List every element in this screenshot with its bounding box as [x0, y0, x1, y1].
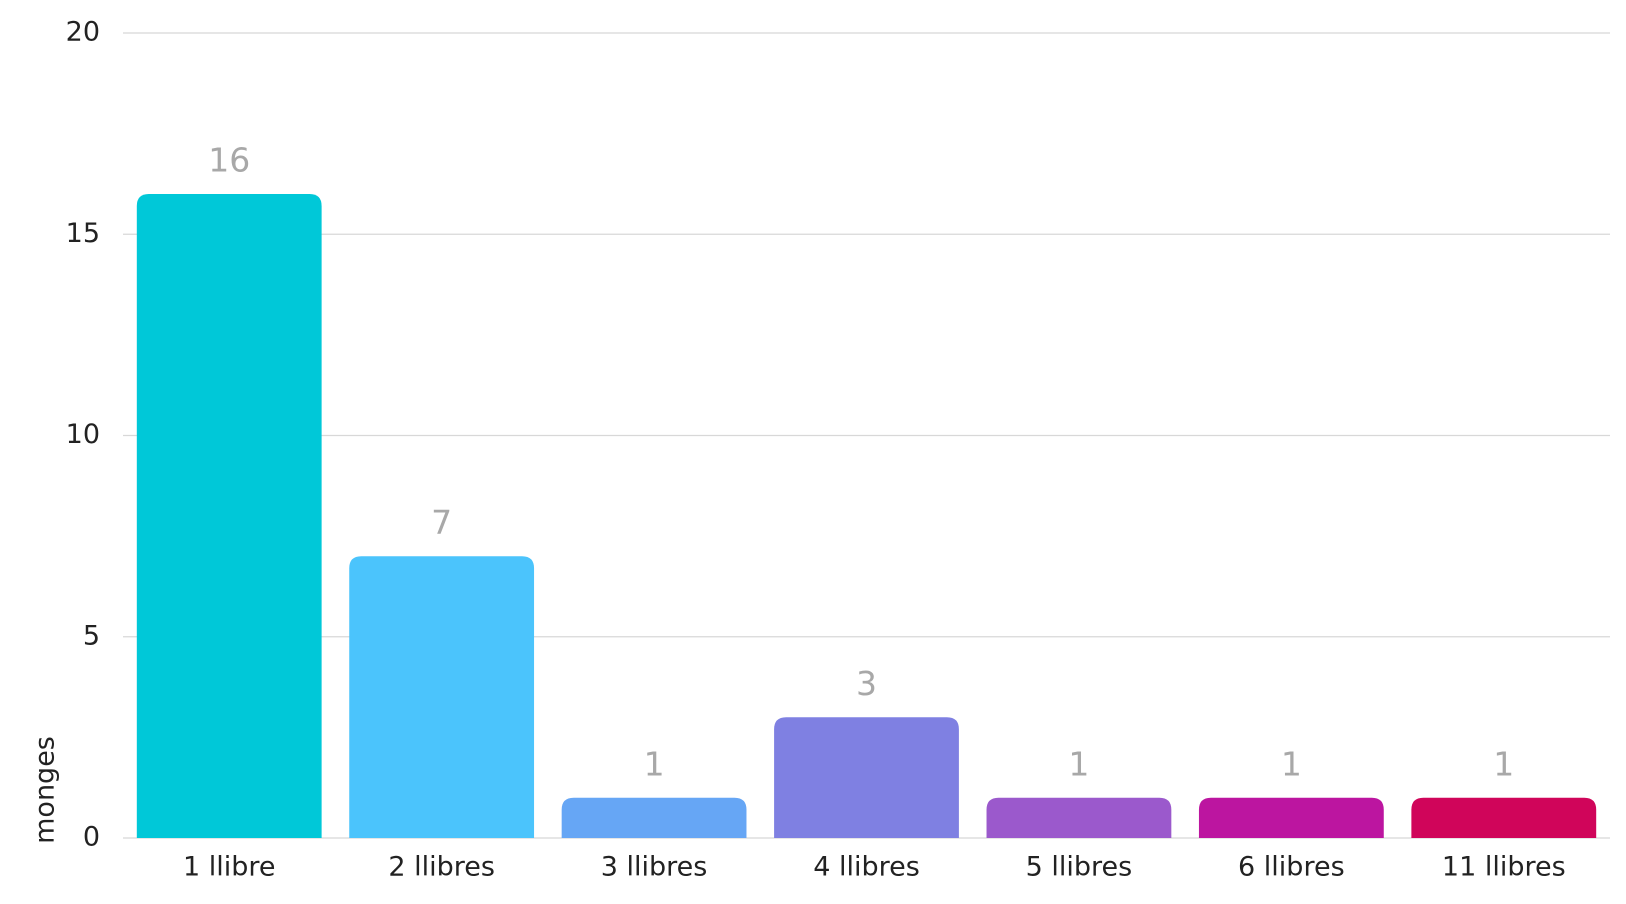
- value-label: 3: [856, 664, 877, 703]
- value-label: 1: [1068, 744, 1089, 783]
- value-label: 1: [1281, 744, 1302, 783]
- y-tick-label: 5: [83, 620, 100, 651]
- bar: [136, 194, 322, 838]
- value-label: 1: [1493, 744, 1514, 783]
- y-axis-label: monges: [30, 736, 61, 844]
- bar: [1411, 797, 1597, 838]
- y-tick-label: 20: [66, 17, 100, 48]
- x-tick-label: 3 llibres: [601, 852, 708, 883]
- bar: [774, 717, 959, 838]
- bar: [986, 797, 1172, 838]
- y-tick-label: 15: [66, 218, 100, 249]
- x-tick-label: 11 llibres: [1442, 852, 1566, 883]
- y-tick-label: 0: [83, 822, 100, 853]
- bar: [1198, 797, 1384, 838]
- x-tick-label: 4 llibres: [813, 852, 920, 883]
- x-tick-label: 5 llibres: [1026, 852, 1133, 883]
- bar: [561, 797, 747, 838]
- y-tick-label: 10: [66, 419, 100, 450]
- x-tick-label: 6 llibres: [1238, 852, 1345, 883]
- x-tick-label: 1 llibre: [183, 852, 276, 883]
- bar: [349, 556, 535, 838]
- x-tick-label: 2 llibres: [388, 852, 495, 883]
- value-label: 1: [644, 744, 665, 783]
- value-label: 7: [431, 503, 452, 542]
- value-label: 16: [208, 141, 250, 180]
